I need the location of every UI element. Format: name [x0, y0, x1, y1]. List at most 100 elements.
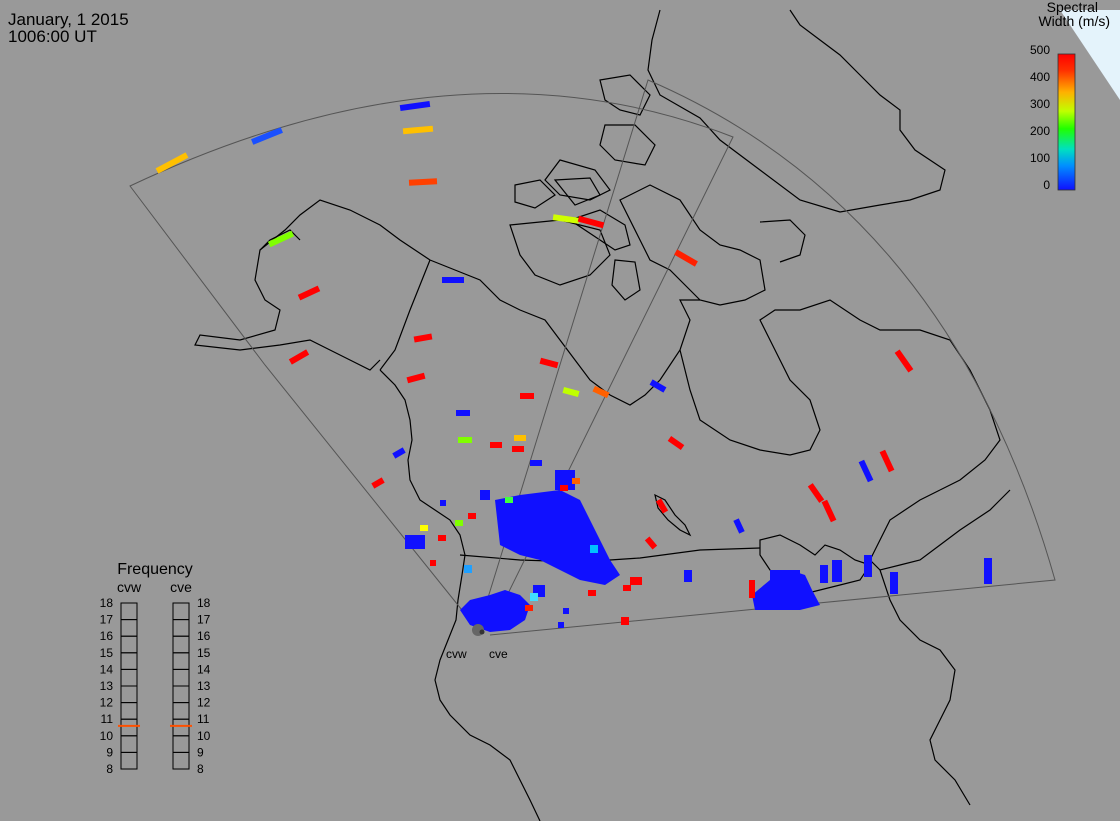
colorbar-tick-label: 300 — [1030, 97, 1050, 111]
echo-red-17 — [655, 498, 669, 514]
frequency-title: Frequency — [117, 561, 193, 578]
echo-green-4 — [505, 497, 513, 503]
echo-red-14 — [879, 449, 895, 473]
radar-site-center — [479, 629, 485, 635]
echo-cyan-3 — [464, 565, 472, 573]
arctic-island-6 — [568, 209, 631, 251]
frequency-tick-right: 17 — [197, 613, 211, 627]
echo-green-2 — [458, 437, 472, 443]
echo-blue-20 — [864, 555, 872, 577]
radar-sites: cvw cve — [446, 624, 508, 661]
echo-red-7 — [674, 249, 698, 267]
echo-blue-4 — [649, 379, 667, 393]
echo-red-22 — [560, 485, 568, 491]
echo-cyan-1 — [590, 545, 598, 553]
echo-blue-1 — [399, 100, 431, 112]
frequency-tick-right: 11 — [197, 712, 210, 726]
fov-east — [477, 79, 1056, 636]
frequency-tick-right: 13 — [197, 679, 211, 693]
echo-red-21 — [468, 513, 476, 519]
frequency-tick-left: 8 — [106, 762, 113, 776]
echo-orange-1 — [402, 125, 434, 135]
us-east-coast — [879, 569, 971, 806]
alaska-canada-border — [379, 259, 431, 371]
lake-winnipeg — [654, 493, 692, 537]
echo-red-13 — [894, 349, 914, 373]
echo-red-2 — [297, 285, 321, 301]
echo-red-23 — [588, 590, 596, 596]
echo-region-cve — [495, 490, 620, 585]
frequency-tick-left: 11 — [101, 712, 114, 726]
echo-red-26 — [621, 617, 629, 625]
canada-north-coast — [429, 259, 700, 406]
echo-blue-16 — [563, 608, 569, 614]
echo-green-3 — [455, 520, 463, 526]
echo-red-18 — [644, 536, 658, 550]
frequency-tick-left: 18 — [100, 596, 114, 610]
frequency-cell-left — [120, 751, 138, 770]
radar-scatter — [155, 100, 992, 632]
echo-blue-22 — [984, 558, 992, 584]
frequency-tick-left: 16 — [100, 629, 114, 643]
frequency-tick-right: 14 — [197, 662, 211, 676]
frequency-tick-right: 10 — [197, 729, 211, 743]
arctic-island-3 — [544, 159, 611, 201]
colorbar-title-1: Spectral — [1047, 0, 1098, 15]
echo-blue-12 — [480, 490, 490, 500]
greenland-outline — [647, 9, 946, 213]
corner-highlight — [1060, 10, 1120, 100]
arctic-island-5 — [509, 219, 611, 286]
echo-red-11 — [512, 446, 524, 452]
echo-red-4 — [413, 333, 433, 343]
echo-orange-5 — [572, 478, 580, 484]
echo-red-5 — [406, 372, 426, 384]
echo-blue-2 — [251, 127, 283, 145]
frequency-tick-left: 12 — [100, 696, 114, 710]
echo-red-3 — [288, 349, 310, 365]
echo-blue-10 — [405, 535, 425, 549]
echo-red-12 — [667, 435, 685, 451]
echo-orange-4 — [514, 435, 526, 441]
frequency-tick-left: 10 — [100, 729, 114, 743]
colorbar-tick-label: 500 — [1030, 43, 1050, 57]
echo-red-16 — [821, 499, 837, 523]
fov-west — [129, 93, 734, 631]
baffin-outline — [619, 184, 766, 306]
echo-red-10 — [490, 442, 502, 448]
frequency-radar-right: cve — [170, 579, 192, 595]
frequency-radar-left: cvw — [117, 579, 142, 595]
colorbar-tick-label: 100 — [1030, 151, 1050, 165]
colorbar-tick-label: 400 — [1030, 70, 1050, 84]
timestamp: January, 1 2015 1006:00 UT — [8, 10, 129, 46]
frequency-tick-left: 15 — [100, 646, 114, 660]
echo-blue-6 — [530, 460, 542, 466]
frequency-tick-left: 9 — [106, 745, 113, 759]
date-label: January, 1 2015 — [8, 10, 129, 29]
echo-blue-3 — [442, 277, 464, 283]
echo-yellow-3 — [420, 525, 428, 531]
arctic-island-8 — [611, 259, 641, 301]
colorbar-strip — [1057, 53, 1076, 191]
quebec-coast — [869, 489, 1011, 571]
echo-blue-8 — [733, 518, 745, 534]
echo-red-9 — [520, 393, 534, 399]
echo-green-1 — [267, 230, 295, 248]
alaska-outline — [194, 199, 431, 371]
echo-region-lakes — [752, 570, 820, 610]
radar-label-east: cve — [489, 647, 508, 661]
echo-blue-5 — [456, 410, 470, 416]
echo-red-20 — [438, 535, 446, 541]
arctic-island-2 — [599, 124, 656, 166]
echo-red-25 — [630, 577, 642, 585]
echo-red-29 — [749, 580, 755, 598]
echo-blue-19 — [832, 560, 842, 582]
west-coast — [379, 369, 541, 821]
echo-blue-17 — [558, 622, 564, 628]
echo-cyan-2 — [530, 593, 538, 601]
colorbar-ticks: 500 400 300 200 100 0 — [1030, 43, 1050, 192]
frequency-tick-right: 18 — [197, 596, 211, 610]
frequency-tick-right: 12 — [197, 696, 211, 710]
echo-red-27 — [525, 605, 533, 611]
echo-blue-14 — [684, 570, 692, 582]
